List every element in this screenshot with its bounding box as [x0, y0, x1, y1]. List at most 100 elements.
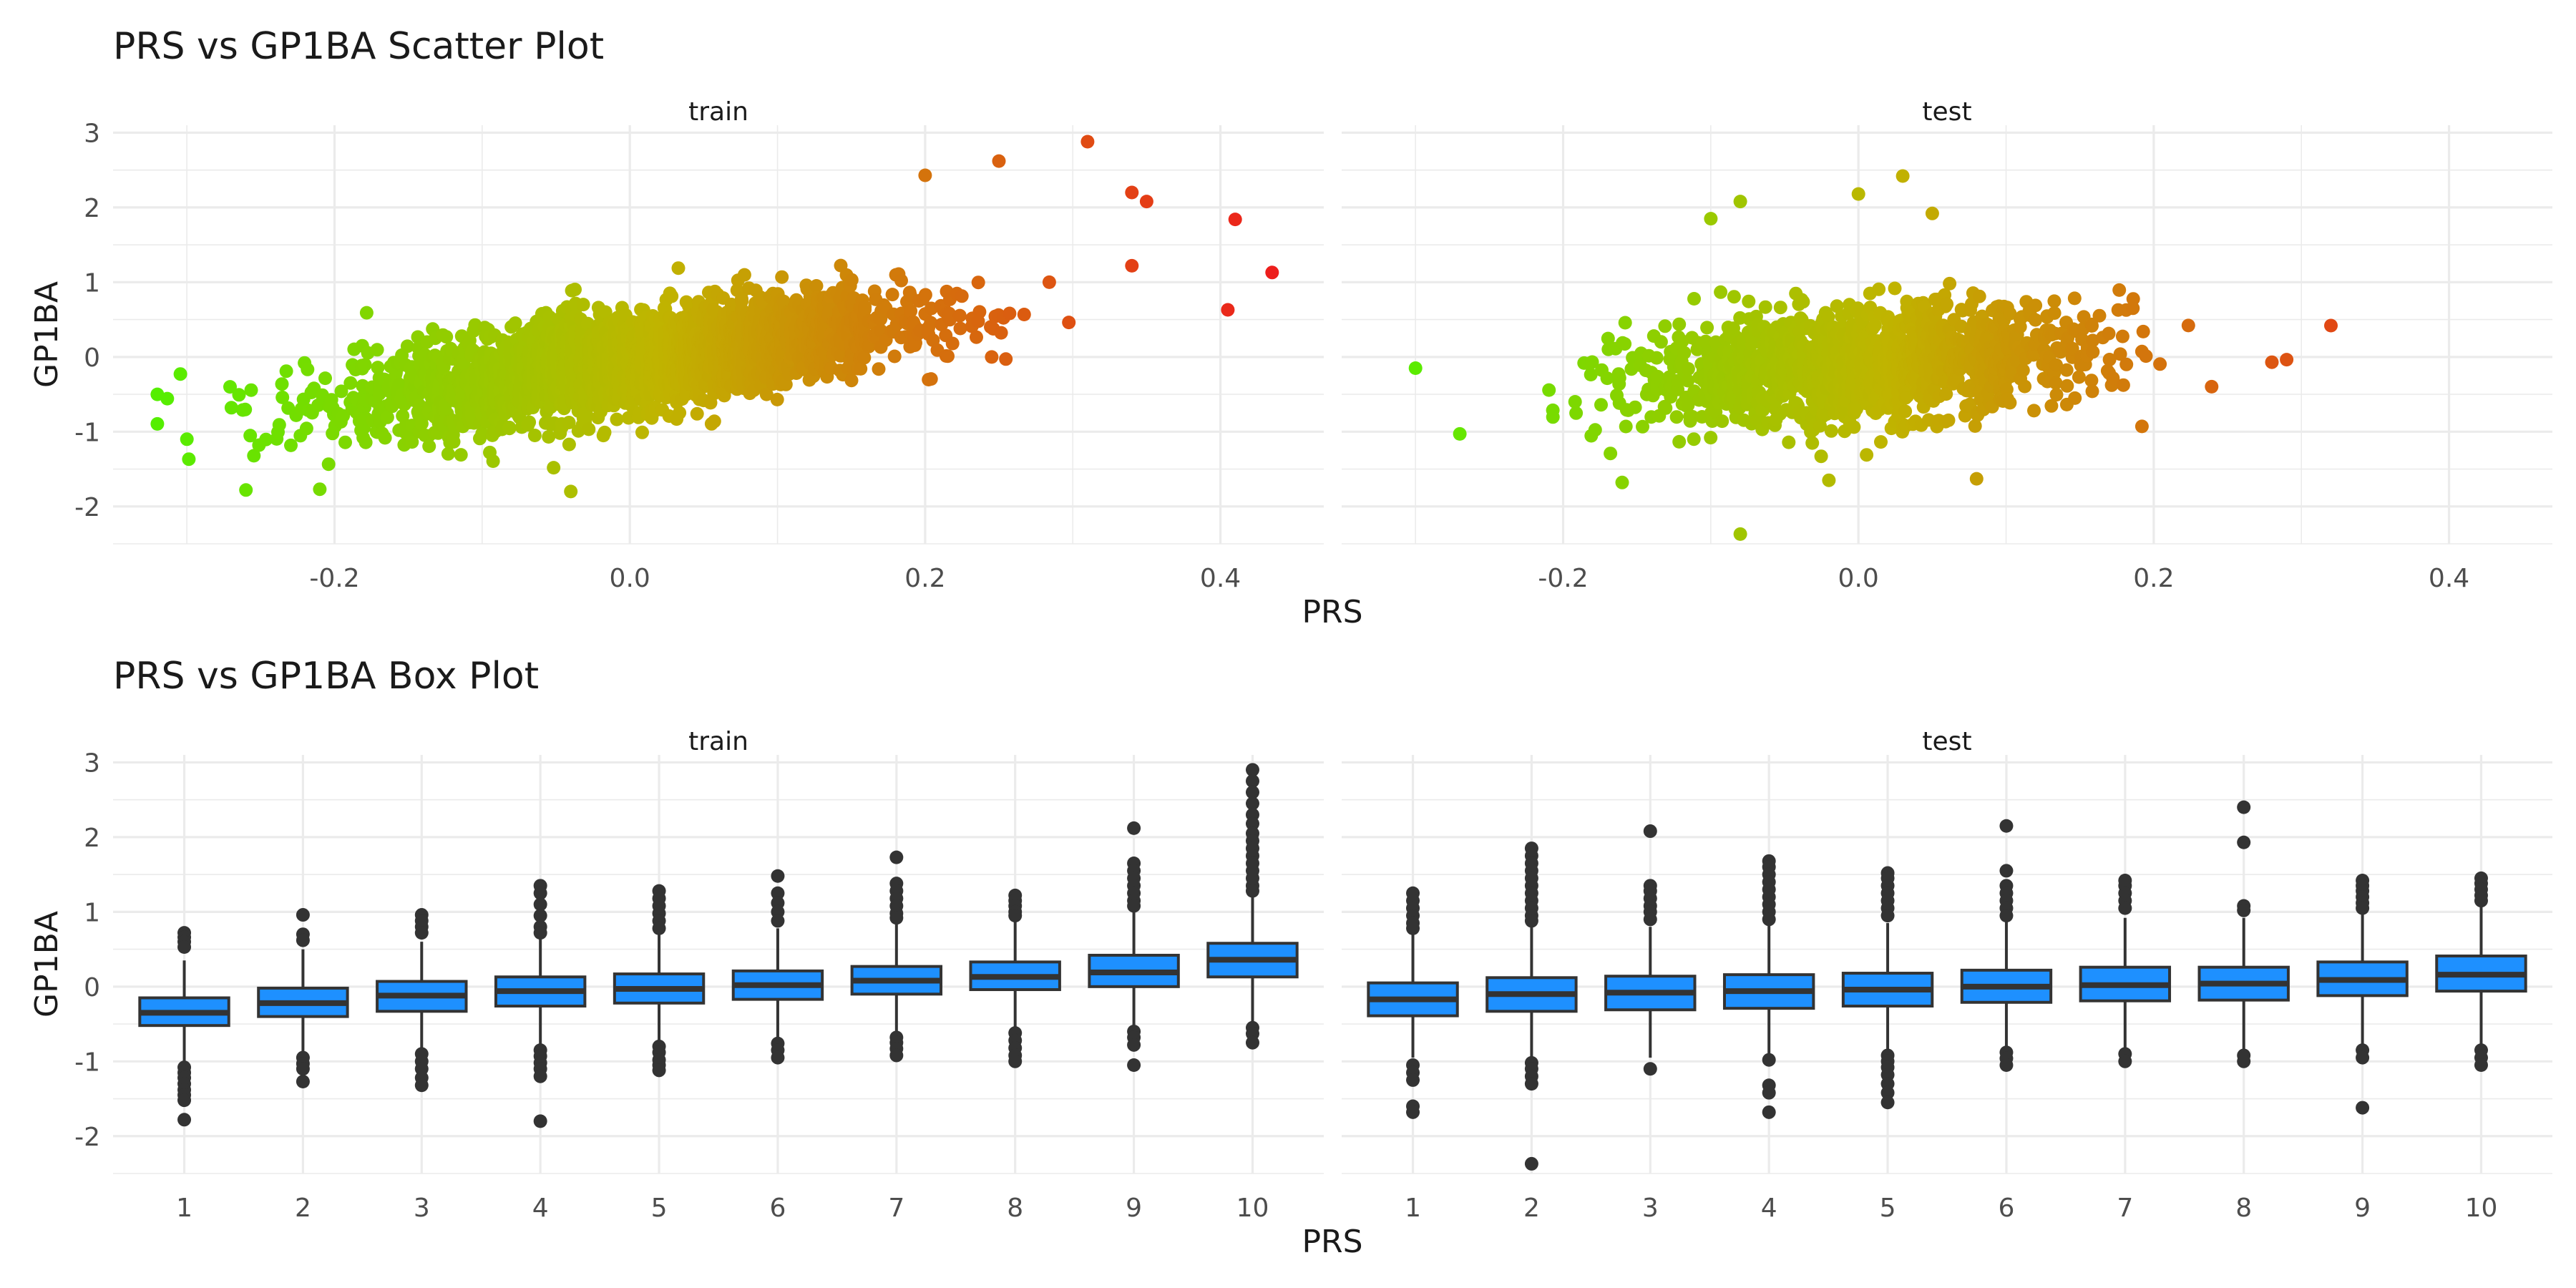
box-outlier [1643, 1062, 1657, 1076]
box-outlier [652, 921, 666, 935]
box-outlier [414, 1078, 429, 1093]
scatter-point [972, 305, 987, 319]
scatter-point [568, 283, 582, 296]
scatter-point [1681, 362, 1695, 376]
box-x-tick-label: 10 [2465, 1194, 2498, 1223]
scatter-x-tick-label: 0.0 [610, 564, 650, 593]
box-y-tick-label: -2 [74, 1123, 100, 1152]
scatter-y-axis-title: GP1BA [29, 281, 65, 388]
scatter-point [321, 457, 336, 472]
scatter-point [918, 168, 932, 182]
scatter-point [2135, 419, 2149, 434]
box-outlier [771, 869, 785, 883]
scatter-point [334, 384, 348, 399]
box-outlier [533, 1114, 547, 1128]
box-train-5 [613, 884, 706, 1078]
scatter-point [272, 418, 286, 432]
scatter-point [770, 392, 784, 406]
scatter-point [1687, 292, 1701, 306]
box-y-tick-label: 1 [84, 898, 100, 927]
scatter-point [2265, 355, 2279, 369]
box-test-8 [2197, 800, 2290, 1068]
box-outlier [2474, 1058, 2488, 1073]
box-outlier [1008, 1054, 1023, 1068]
facet-label-train: train [688, 97, 748, 127]
box-outlier [1762, 1053, 1776, 1067]
scatter-point [1002, 306, 1017, 321]
box-y-tick-label: -1 [74, 1048, 100, 1077]
scatter-x-tick-label: 0.2 [904, 564, 945, 593]
scatter-point [284, 438, 298, 452]
box-outlier [1127, 899, 1141, 913]
box-y-tick-label: 3 [84, 748, 100, 778]
box-outlier [1524, 914, 1538, 928]
scatter-point [508, 316, 522, 331]
scatter-point [2126, 292, 2140, 306]
box-outlier [2237, 1054, 2251, 1068]
scatter-point [547, 461, 561, 475]
box-outlier [1999, 909, 2014, 923]
box-outlier [771, 1050, 785, 1065]
box-x-tick-label: 2 [295, 1194, 311, 1223]
scatter-point [1851, 187, 1865, 201]
scatter-point [1733, 195, 1747, 209]
scatter-x-tick-label: 0.0 [1838, 564, 1879, 593]
scatter-point [1569, 406, 1584, 420]
scatter-point [635, 425, 649, 439]
scatter-point [371, 361, 385, 375]
scatter-point [1972, 289, 1986, 303]
scatter-point [1782, 435, 1796, 449]
box-outlier [889, 850, 904, 864]
scatter-point [2072, 370, 2086, 384]
box-x-tick-label: 1 [1405, 1194, 1421, 1223]
scatter-y-tick-label: 1 [84, 268, 100, 298]
scatter-point [992, 154, 1006, 168]
scatter-point [275, 377, 289, 391]
scatter-point [952, 308, 967, 323]
scatter-point [945, 336, 960, 351]
box-outlier [1999, 1058, 2014, 1073]
box-outlier [1999, 864, 2014, 878]
box-outlier [771, 914, 785, 928]
box-outlier [1643, 824, 1657, 839]
box-outlier [889, 1048, 904, 1063]
scatter-point [405, 435, 419, 449]
scatter-point [2153, 357, 2167, 371]
box-outlier [1406, 1105, 1420, 1119]
box-x-tick-label: 7 [888, 1194, 904, 1223]
scatter-point [275, 390, 290, 404]
scatter-point [1080, 135, 1095, 149]
box-title: PRS vs GP1BA Box Plot [113, 655, 539, 698]
scatter-point [2205, 379, 2219, 394]
scatter-point [475, 426, 489, 441]
scatter-point [502, 421, 517, 436]
box-y-axis-title: GP1BA [29, 911, 65, 1018]
scatter-point [1687, 432, 1701, 447]
scatter-point [358, 435, 373, 449]
scatter-point [737, 268, 751, 282]
scatter-point [2112, 283, 2127, 297]
scatter-point [522, 415, 537, 429]
scatter-point [999, 352, 1013, 366]
scatter-point [486, 454, 500, 468]
scatter-point [441, 447, 455, 461]
scatter-point [1824, 424, 1838, 438]
scatter-point [1615, 475, 1629, 489]
box-x-axis-title: PRS [1302, 1224, 1362, 1260]
scatter-point [2047, 306, 2062, 320]
scatter-point [182, 452, 196, 467]
scatter-point [2067, 291, 2082, 306]
scatter-point [953, 321, 967, 336]
box-outlier [296, 1062, 310, 1076]
scatter-point [1941, 413, 1956, 427]
scatter-point [1672, 317, 1687, 331]
box-x-tick-label: 6 [1998, 1194, 2014, 1223]
box-outlier [1643, 912, 1657, 927]
box-outlier [1008, 909, 1023, 923]
box-x-tick-label: 10 [1236, 1194, 1269, 1223]
scatter-point [2116, 378, 2130, 392]
scatter-point [844, 374, 859, 388]
